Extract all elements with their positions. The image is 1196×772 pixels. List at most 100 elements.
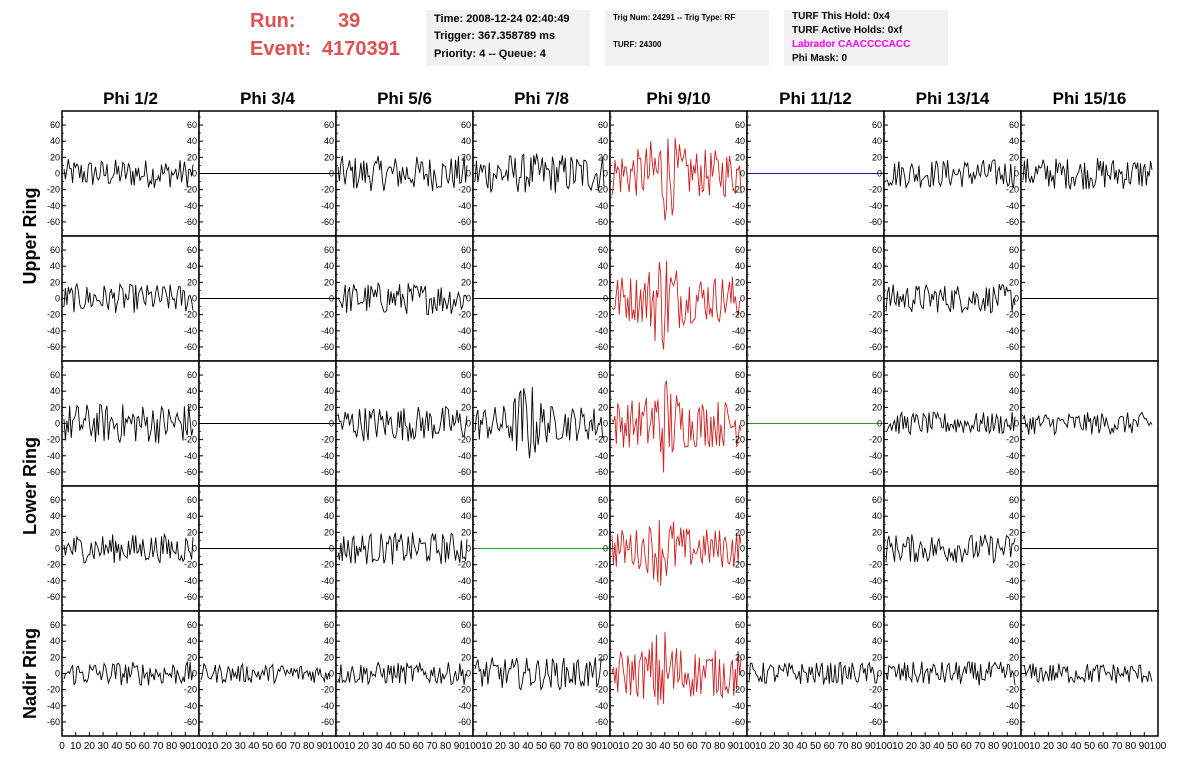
trace-3-2 bbox=[337, 532, 468, 565]
ytick-label-0-4-60: 60 bbox=[598, 120, 608, 130]
ytick-label-0-6--60: -60 bbox=[869, 217, 882, 227]
labrador-text: Labrador CAACCCCACC bbox=[792, 39, 911, 50]
trace-4-5 bbox=[748, 661, 879, 685]
ytick-label-0-1-60: 60 bbox=[187, 120, 197, 130]
ytick-label-3-3--60: -60 bbox=[458, 592, 471, 602]
xtick-label-1-90: 90 bbox=[317, 741, 329, 752]
ytick-label-4-7-60: 60 bbox=[1009, 620, 1019, 630]
xtick-label-2-40: 40 bbox=[385, 741, 397, 752]
ytick-label-3-1-0: 0 bbox=[192, 544, 197, 554]
xtick-label-1-60: 60 bbox=[276, 741, 288, 752]
panel-0-4 bbox=[609, 110, 748, 237]
ytick-label-0-0--40: -40 bbox=[47, 201, 60, 211]
ytick-label-0-2-20: 20 bbox=[324, 152, 334, 162]
ytick-label-1-6-40: 40 bbox=[872, 261, 882, 271]
ytick-label-2-1--60: -60 bbox=[184, 467, 197, 477]
xtick-label-3-10: 10 bbox=[481, 741, 493, 752]
ytick-label-2-2--20: -20 bbox=[321, 435, 334, 445]
ytick-label-4-7--60: -60 bbox=[1006, 717, 1019, 727]
ytick-label-1-1-60: 60 bbox=[187, 245, 197, 255]
ytick-label-4-5-60: 60 bbox=[735, 620, 745, 630]
ytick-label-1-7-0: 0 bbox=[1014, 294, 1019, 304]
ytick-label-1-0-40: 40 bbox=[50, 261, 60, 271]
xtick-label-1-30: 30 bbox=[235, 741, 247, 752]
ytick-label-2-3--60: -60 bbox=[458, 467, 471, 477]
ytick-label-0-5-20: 20 bbox=[735, 152, 745, 162]
ytick-label-2-4-40: 40 bbox=[598, 386, 608, 396]
xtick-label-2-80: 80 bbox=[440, 741, 452, 752]
xtick-label-5-10: 10 bbox=[755, 741, 767, 752]
ytick-label-3-1-20: 20 bbox=[187, 527, 197, 537]
xtick-label-5-90: 90 bbox=[865, 741, 877, 752]
turf-info-box: TURF This Hold: 0x4 TURF Active Holds: 0… bbox=[784, 10, 948, 66]
xtick-label-0-100: 100 bbox=[191, 741, 208, 752]
ytick-label-0-4--60: -60 bbox=[595, 217, 608, 227]
ytick-label-4-5--60: -60 bbox=[732, 717, 745, 727]
ytick-label-4-0-0: 0 bbox=[55, 669, 60, 679]
ytick-label-2-6-60: 60 bbox=[872, 370, 882, 380]
ytick-label-2-3--20: -20 bbox=[458, 435, 471, 445]
ytick-label-1-5-40: 40 bbox=[735, 261, 745, 271]
xtick-label-4-10: 10 bbox=[618, 741, 630, 752]
ytick-label-0-0-20: 20 bbox=[50, 152, 60, 162]
ytick-label-4-6-20: 20 bbox=[872, 652, 882, 662]
ytick-label-2-5-40: 40 bbox=[735, 386, 745, 396]
trigger-text: Trigger: 367.358789 ms bbox=[434, 30, 556, 42]
ytick-label-1-5-20: 20 bbox=[735, 277, 745, 287]
ytick-label-3-5-60: 60 bbox=[735, 495, 745, 505]
xtick-label-2-60: 60 bbox=[413, 741, 425, 752]
ytick-label-3-0-20: 20 bbox=[50, 527, 60, 537]
ytick-label-1-2-40: 40 bbox=[324, 261, 334, 271]
ytick-label-0-4-20: 20 bbox=[598, 152, 608, 162]
ytick-label-4-2--20: -20 bbox=[321, 685, 334, 695]
ytick-label-1-0-0: 0 bbox=[55, 294, 60, 304]
trace-3-4 bbox=[611, 519, 742, 586]
ytick-label-4-1-60: 60 bbox=[187, 620, 197, 630]
ytick-label-2-3-60: 60 bbox=[461, 370, 471, 380]
column-header-0: Phi 1/2 bbox=[103, 89, 158, 108]
xtick-label-3-90: 90 bbox=[591, 741, 603, 752]
panel-3-5 bbox=[746, 485, 885, 612]
ytick-label-0-3-60: 60 bbox=[461, 120, 471, 130]
trace-2-6 bbox=[885, 410, 1016, 436]
panel-1-4 bbox=[609, 235, 748, 362]
run-label: Run: bbox=[250, 10, 296, 32]
ytick-label-4-6-60: 60 bbox=[872, 620, 882, 630]
row-group-label-0: Upper Ring bbox=[20, 188, 40, 285]
ytick-label-2-7-0: 0 bbox=[1014, 419, 1019, 429]
ytick-label-4-4--40: -40 bbox=[595, 701, 608, 711]
ytick-label-0-0-40: 40 bbox=[50, 136, 60, 146]
ytick-label-4-1--40: -40 bbox=[184, 701, 197, 711]
ytick-label-1-4--20: -20 bbox=[595, 310, 608, 320]
ytick-label-2-5--60: -60 bbox=[732, 467, 745, 477]
ytick-label-2-1-40: 40 bbox=[187, 386, 197, 396]
ytick-label-3-7--20: -20 bbox=[1006, 560, 1019, 570]
ytick-label-2-6--40: -40 bbox=[869, 451, 882, 461]
ytick-label-3-3--40: -40 bbox=[458, 576, 471, 586]
ytick-label-0-7-20: 20 bbox=[1009, 152, 1019, 162]
ytick-label-2-5-60: 60 bbox=[735, 370, 745, 380]
ytick-label-1-5--40: -40 bbox=[732, 326, 745, 336]
ytick-label-0-1--20: -20 bbox=[184, 185, 197, 195]
ytick-label-1-3-40: 40 bbox=[461, 261, 471, 271]
ytick-label-0-3--20: -20 bbox=[458, 185, 471, 195]
xtick-label-2-70: 70 bbox=[426, 741, 438, 752]
xtick-label-5-40: 40 bbox=[796, 741, 808, 752]
ytick-label-1-0-20: 20 bbox=[50, 277, 60, 287]
xtick-label-0-10: 10 bbox=[70, 741, 82, 752]
ytick-label-4-4-40: 40 bbox=[598, 636, 608, 646]
ytick-label-0-4-40: 40 bbox=[598, 136, 608, 146]
ytick-label-3-2--40: -40 bbox=[321, 576, 334, 586]
panel-4-7 bbox=[1020, 610, 1159, 737]
ytick-label-3-5-40: 40 bbox=[735, 511, 745, 521]
ytick-label-3-4-40: 40 bbox=[598, 511, 608, 521]
ytick-label-1-4-20: 20 bbox=[598, 277, 608, 287]
ytick-label-4-3--60: -60 bbox=[458, 717, 471, 727]
xtick-label-4-50: 50 bbox=[673, 741, 685, 752]
ytick-label-0-5--40: -40 bbox=[732, 201, 745, 211]
xtick-label-3-20: 20 bbox=[495, 741, 507, 752]
ytick-label-1-3--60: -60 bbox=[458, 342, 471, 352]
ytick-label-3-7-0: 0 bbox=[1014, 544, 1019, 554]
xtick-label-1-40: 40 bbox=[248, 741, 260, 752]
column-header-4: Phi 9/10 bbox=[646, 89, 710, 108]
